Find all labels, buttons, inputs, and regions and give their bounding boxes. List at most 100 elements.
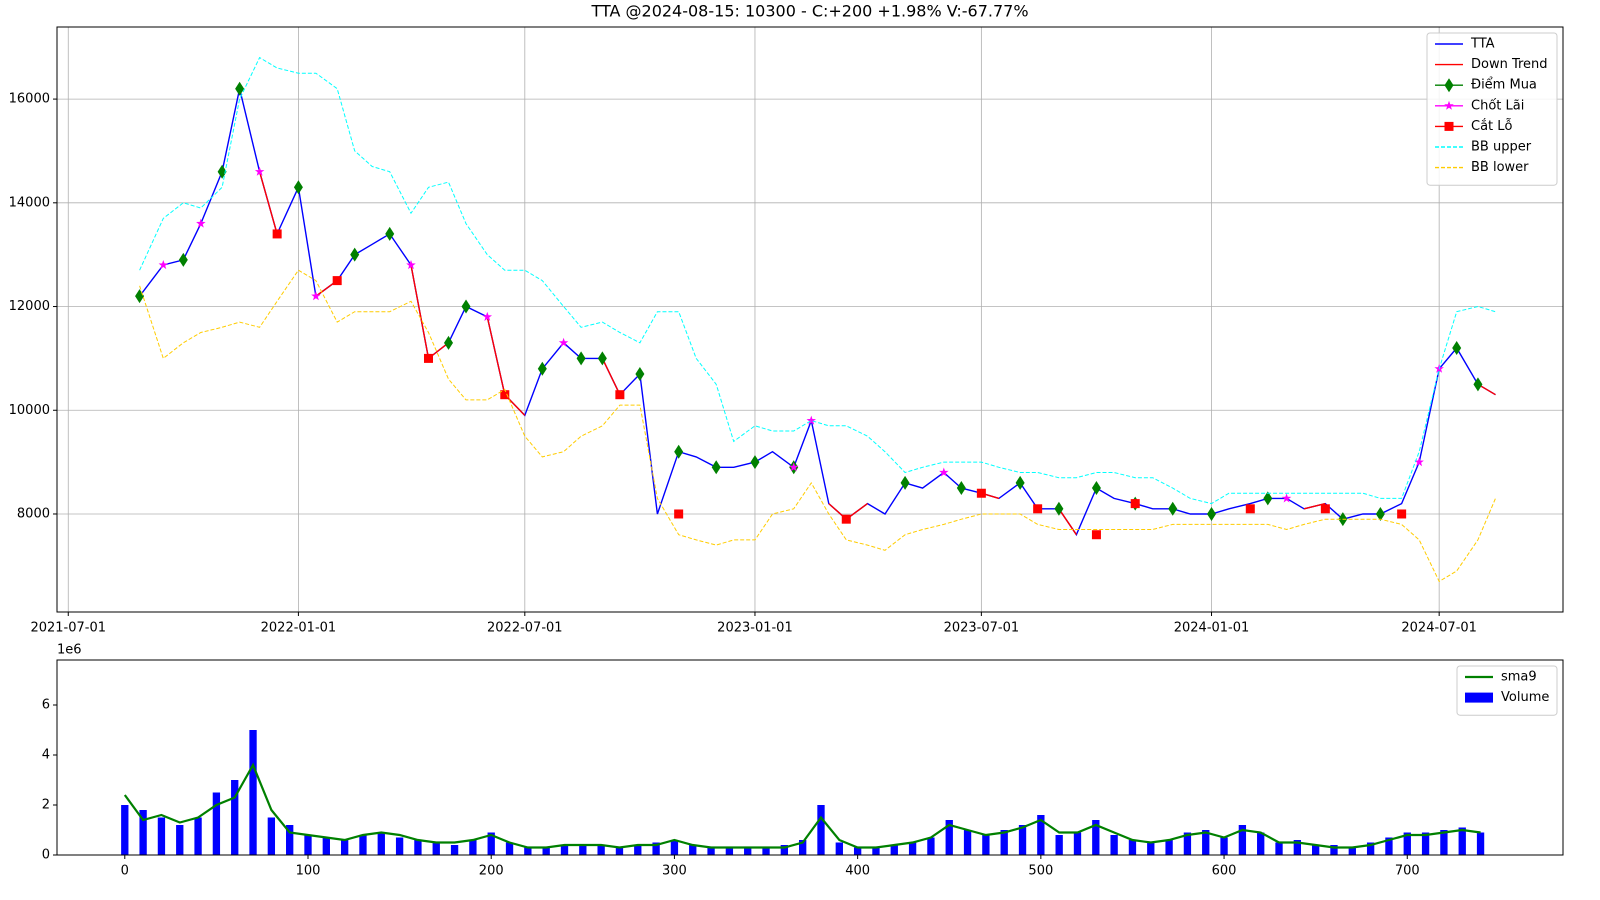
buy-marker <box>461 299 471 314</box>
x-tick-label: 2023-07-01 <box>944 621 1020 636</box>
buy-marker <box>1473 377 1483 392</box>
legend-label: Chốt Lãi <box>1471 98 1524 113</box>
buy-marker <box>597 351 607 366</box>
x-tick-label: 2022-01-01 <box>261 621 337 636</box>
buy-marker <box>1015 475 1025 490</box>
legend-label: BB upper <box>1471 140 1532 155</box>
stop-loss-marker <box>1033 504 1043 514</box>
volume-bar <box>194 817 202 855</box>
stop-loss-marker <box>1130 499 1140 509</box>
buy-marker <box>576 351 586 366</box>
plot-area <box>121 730 1485 855</box>
volume-bar <box>890 845 898 855</box>
y-tick-label: 16000 <box>9 92 50 107</box>
x-tick-label: 100 <box>296 864 321 879</box>
volume-bar <box>304 835 312 855</box>
legend-label: BB lower <box>1471 160 1529 175</box>
volume-bar <box>377 832 385 855</box>
buy-marker <box>385 226 395 241</box>
legend-marker <box>1444 78 1454 93</box>
legend-box <box>1456 665 1558 716</box>
buy-marker <box>1263 491 1273 506</box>
volume-bar <box>231 780 239 855</box>
x-tick-label: 600 <box>1212 864 1237 879</box>
legend-label: TTA <box>1470 37 1495 52</box>
stop-loss-marker <box>1320 504 1330 514</box>
volume-bar <box>340 840 349 855</box>
take-profit-marker <box>406 260 416 270</box>
stop-loss-marker <box>500 390 510 400</box>
volume-bar <box>414 840 422 855</box>
volume-bar <box>744 847 752 855</box>
take-profit-marker <box>806 415 816 425</box>
volume-bar <box>1238 825 1247 855</box>
volume-bar <box>1403 832 1411 855</box>
plot-frame <box>56 26 1564 613</box>
buy-marker <box>1091 481 1101 496</box>
take-profit-marker <box>789 462 799 472</box>
take-profit-marker <box>1281 493 1292 503</box>
volume-bar <box>963 830 972 855</box>
volume-bar <box>725 847 734 855</box>
volume-bar <box>1421 832 1430 855</box>
volume-bar <box>1092 820 1100 855</box>
plot-frame <box>56 659 1564 856</box>
x-tick-label: 2024-07-01 <box>1401 621 1477 636</box>
volume-bar <box>872 847 880 855</box>
volume-bar <box>1275 842 1283 855</box>
take-profit-marker <box>311 291 321 301</box>
buy-marker <box>235 81 245 96</box>
stop-loss-marker <box>976 488 986 498</box>
volume-bar <box>1147 842 1155 855</box>
y-tick-label: 4 <box>42 748 50 763</box>
x-tick-label: 0 <box>121 864 129 879</box>
volume-bar <box>542 847 550 855</box>
volume-bar <box>157 817 166 855</box>
volume-bar <box>1293 840 1302 855</box>
volume-bar <box>945 820 953 855</box>
volume-bar <box>927 837 935 855</box>
volume-bar <box>176 825 184 855</box>
stop-loss-marker <box>841 514 851 524</box>
stop-loss-marker <box>1091 530 1101 540</box>
volume-bar <box>634 845 642 855</box>
volume-bar <box>835 842 843 855</box>
x-tick-label: 2021-07-01 <box>30 621 106 636</box>
volume-bar <box>670 840 679 855</box>
volume-bar <box>139 810 147 855</box>
series-line <box>139 269 1496 583</box>
y-tick-label: 6 <box>42 698 50 713</box>
buy-marker <box>674 444 684 459</box>
legend-label: sma9 <box>1501 670 1537 685</box>
take-profit-marker <box>939 467 949 477</box>
y-tick-label: 14000 <box>9 195 50 210</box>
volume-bar <box>487 832 495 855</box>
volume-bar <box>505 842 514 855</box>
volume-bar <box>286 825 294 855</box>
volume-bar <box>579 845 587 855</box>
legend-label: Volume <box>1501 690 1549 705</box>
buy-marker <box>1168 501 1178 516</box>
volume-bar <box>1183 832 1192 855</box>
stop-loss-marker <box>332 276 342 286</box>
stop-loss-marker <box>674 509 684 519</box>
volume-bar <box>1055 835 1063 855</box>
x-tick-label: 2024-01-01 <box>1174 621 1250 636</box>
volume-bar <box>1458 827 1466 855</box>
buy-marker <box>711 460 721 475</box>
stop-loss-marker <box>1397 509 1407 519</box>
x-tick-label: 300 <box>662 864 687 879</box>
take-profit-marker <box>1414 457 1424 467</box>
volume-bar <box>707 847 715 855</box>
volume-bar <box>1000 830 1008 855</box>
buy-marker <box>750 455 760 470</box>
volume-bar <box>652 842 660 855</box>
volume-bar <box>469 840 477 855</box>
volume-bar <box>780 845 789 855</box>
buy-marker <box>350 247 360 262</box>
buy-marker <box>1452 341 1462 356</box>
y-offset-label: 1e6 <box>57 643 82 658</box>
volume-bar <box>982 835 990 855</box>
volume-bar <box>359 835 367 855</box>
